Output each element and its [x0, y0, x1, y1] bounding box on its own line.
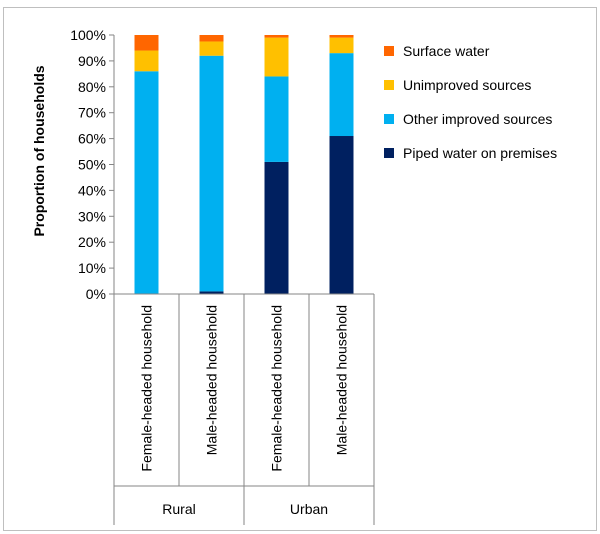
legend-swatch	[384, 46, 394, 56]
y-axis: 0% 10% 20% 30% 40% 50% 60% 70% 80% 90% 100%	[70, 27, 115, 302]
bar-segment	[329, 37, 354, 54]
x-category-label: Male-headed household	[204, 305, 220, 455]
legend-swatch	[384, 148, 394, 158]
bars	[134, 35, 354, 294]
bar-segment	[199, 41, 224, 56]
x-group-label: Urban	[290, 501, 328, 517]
legend-label: Piped water on premises	[403, 145, 557, 161]
bar-segment	[264, 35, 289, 38]
y-axis-title: Proportion of households	[31, 65, 47, 236]
y-tick-label: 10%	[78, 260, 106, 276]
bar-segment	[264, 161, 289, 294]
y-tick-label: 90%	[78, 53, 106, 69]
x-category-label: Female-headed household	[139, 305, 155, 472]
bar-segment	[134, 71, 159, 294]
y-tick-label: 40%	[78, 182, 106, 198]
x-category-label: Male-headed household	[334, 305, 350, 455]
y-tick-label: 60%	[78, 131, 106, 147]
bar-segment	[264, 37, 289, 77]
y-tick-label: 30%	[78, 208, 106, 224]
bar-segment	[134, 50, 159, 72]
legend-swatch	[384, 114, 394, 124]
x-axis: Female-headed household Male-headed house…	[113, 293, 375, 525]
y-tick-label: 100%	[70, 27, 106, 43]
bar-segment	[329, 136, 354, 294]
bar-segment	[199, 291, 224, 294]
bar-segment	[329, 35, 354, 38]
bar-segment	[264, 76, 289, 162]
x-category-label: Female-headed household	[269, 305, 285, 472]
legend: Surface water Unimproved sources Other imp…	[384, 43, 557, 161]
bar-segment	[199, 55, 224, 292]
legend-swatch	[384, 80, 394, 90]
stacked-bar-chart: Proportion of households 0% 10% 20% 30% 40% 5…	[31, 27, 557, 525]
x-group-label: Rural	[162, 501, 195, 517]
legend-label: Other improved sources	[403, 111, 552, 127]
legend-label: Unimproved sources	[403, 77, 531, 93]
y-tick-label: 0%	[86, 286, 106, 302]
chart-area: Proportion of households 0% 10% 20% 30% 40% 5…	[3, 7, 597, 531]
bar-segment	[199, 35, 224, 42]
legend-label: Surface water	[403, 43, 490, 59]
y-tick-label: 20%	[78, 234, 106, 250]
bar-segment	[134, 35, 159, 51]
y-tick-label: 80%	[78, 79, 106, 95]
y-tick-label: 50%	[78, 157, 106, 173]
y-tick-label: 70%	[78, 105, 106, 121]
bar-segment	[329, 53, 354, 137]
